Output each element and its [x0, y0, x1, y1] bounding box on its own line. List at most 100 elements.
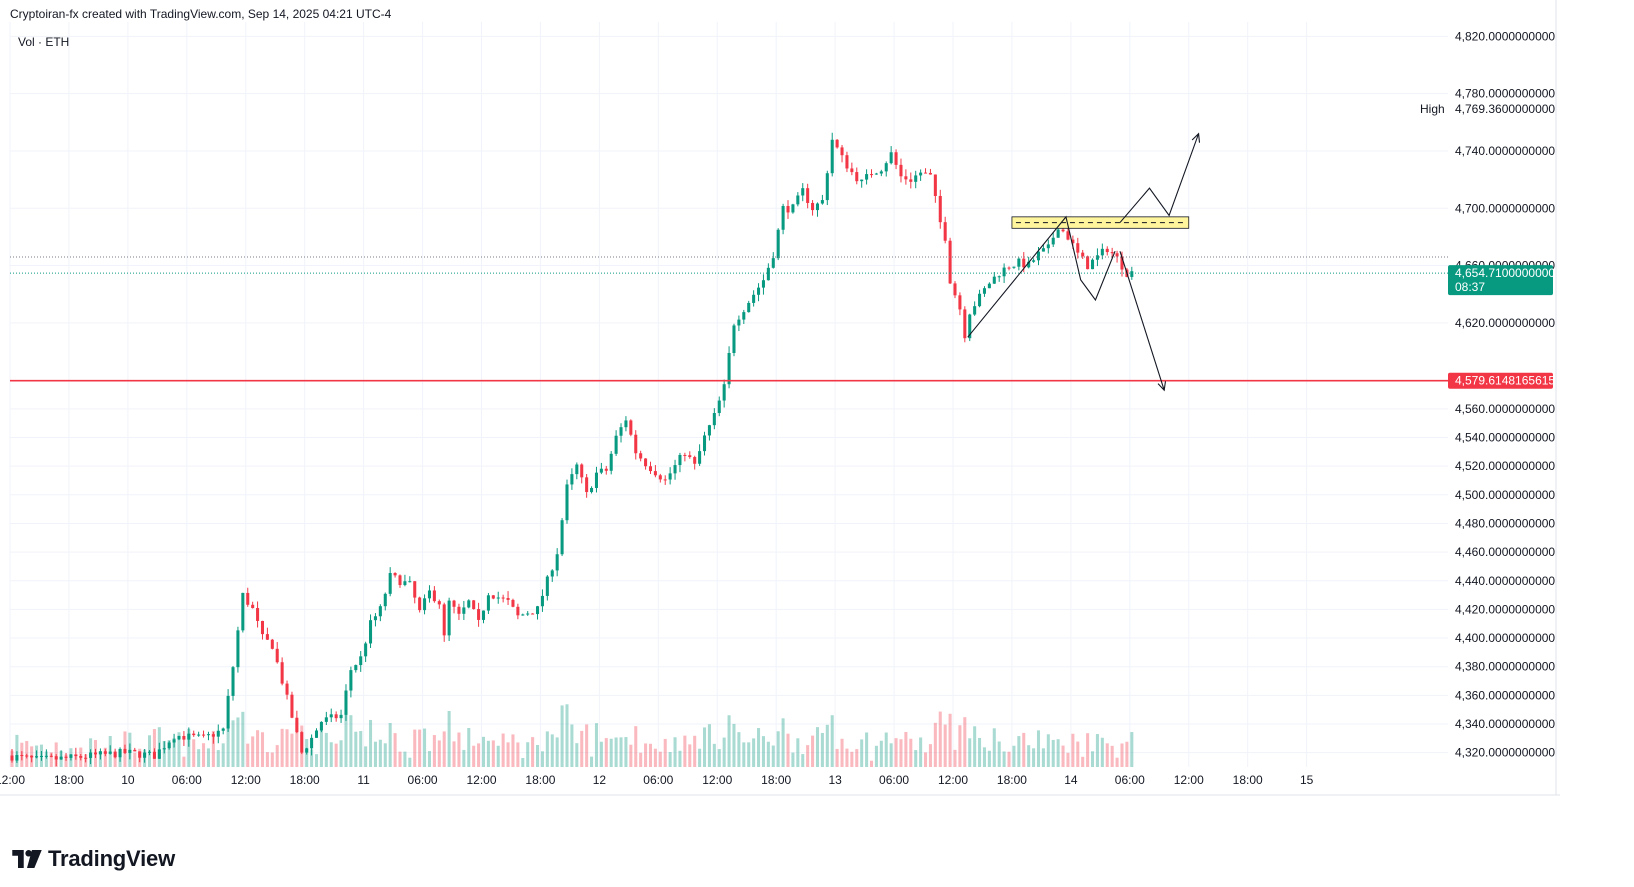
volume-bar — [796, 738, 800, 767]
volume-bar — [648, 743, 653, 767]
volume-bar — [290, 733, 294, 767]
candle-body — [211, 734, 215, 737]
bullish-projection-path[interactable] — [1119, 133, 1200, 223]
pattern-drawing[interactable] — [967, 215, 1116, 338]
candle-body — [187, 733, 191, 740]
volume-bar — [639, 752, 643, 767]
candle-body — [860, 179, 864, 182]
candle-body — [251, 604, 255, 609]
volume-bar — [526, 742, 530, 767]
candle-body — [531, 613, 535, 615]
volume-bar — [49, 752, 53, 767]
candle-body — [987, 283, 991, 289]
candle-body — [344, 690, 348, 715]
candle-body — [329, 714, 333, 718]
candle-body — [673, 465, 677, 474]
candle-body — [717, 400, 721, 414]
bearish-arrowhead[interactable] — [1157, 381, 1167, 392]
candle-body — [609, 453, 613, 471]
volume-bar — [619, 737, 623, 767]
tradingview-brand[interactable]: TradingView — [12, 846, 175, 872]
time-tick-label: 06:00 — [643, 773, 673, 787]
time-tick-label: 12:00 — [466, 773, 496, 787]
volume-bar — [231, 720, 235, 767]
volume-bar — [314, 754, 319, 767]
candle-body — [74, 754, 78, 757]
volume-bar — [982, 747, 986, 767]
volume-bar — [15, 734, 19, 767]
candle-body — [594, 472, 598, 488]
candle-body — [761, 280, 765, 288]
candle-body — [192, 733, 196, 736]
volume-bar — [531, 737, 535, 767]
candle-body — [373, 616, 377, 621]
price-tick-label: 4,520.0000000000 — [1455, 459, 1555, 473]
current-price-tag — [1448, 265, 1553, 296]
volume-bar — [349, 715, 353, 767]
current-price-value: 4,654.7100000000 — [1455, 266, 1555, 280]
bar-countdown: 08:37 — [1455, 280, 1485, 294]
volume-bar — [978, 737, 982, 767]
time-axis[interactable]: 12:00 18:00 10 06:00 12:00 18:00 11 06:00 12:00 1… — [0, 773, 1560, 796]
volume-bar — [398, 751, 402, 767]
volume-bar — [265, 752, 269, 767]
candle-body — [432, 590, 436, 602]
candle-body — [1076, 243, 1080, 253]
candle-body — [928, 172, 932, 175]
volume-bar — [899, 739, 903, 767]
bullish-arrowhead[interactable] — [1191, 132, 1201, 143]
volume-bar — [216, 750, 220, 767]
candle-body — [968, 314, 972, 339]
price-tick-label: 4,460.0000000000 — [1455, 545, 1555, 559]
volume-bar — [1002, 751, 1006, 767]
volume-bar — [1066, 752, 1070, 767]
volume-bar — [334, 743, 338, 767]
candle-body — [648, 466, 653, 472]
candle-body — [830, 139, 834, 174]
price-tick-label: 4,820.0000000000 — [1455, 29, 1555, 43]
candle-body — [771, 258, 775, 268]
volume-bar — [413, 729, 417, 767]
candle-body — [663, 479, 667, 481]
time-tick-label: 18:00 — [54, 773, 84, 787]
volume-bar — [182, 756, 186, 767]
volume-bar — [241, 711, 245, 767]
candle-body — [639, 453, 643, 459]
candle-body — [698, 451, 702, 464]
bearish-projection-path[interactable] — [1119, 251, 1165, 391]
volume-bar — [1022, 732, 1026, 767]
volume-bar — [830, 715, 834, 767]
tradingview-wordmark: TradingView — [48, 846, 175, 871]
volume-bar — [256, 730, 260, 767]
candle-body — [177, 735, 181, 740]
volume-bar — [113, 753, 117, 767]
volume-bar — [344, 711, 348, 767]
candle-body — [590, 487, 594, 493]
volume-bar — [550, 734, 554, 767]
volume-bar — [722, 737, 726, 767]
time-tick-label: 06:00 — [408, 773, 438, 787]
candle-body — [378, 606, 382, 617]
candle-body — [275, 648, 279, 663]
candle-body — [167, 742, 171, 749]
volume-bar — [1110, 745, 1114, 767]
candle-body — [25, 755, 29, 757]
price-axis[interactable]: 4,820.0000000000 4,780.0000000000 4,740.00… — [1420, 0, 1557, 795]
candle-body — [850, 168, 854, 173]
volume-bar — [855, 749, 859, 767]
candle-body — [683, 454, 687, 456]
candle-body — [634, 434, 638, 454]
volume-bar — [879, 740, 883, 767]
volume-bar — [418, 729, 422, 767]
volume-indicator-label[interactable]: Vol · ETH — [18, 35, 70, 49]
candle-body — [865, 174, 869, 180]
drawing-annotations[interactable] — [10, 132, 1448, 392]
volume-bar — [747, 742, 751, 767]
volume-bar — [187, 728, 191, 767]
candle-body — [722, 384, 726, 401]
time-tick-label: 06:00 — [172, 773, 202, 787]
volume-bar — [423, 728, 427, 767]
candle-body — [629, 420, 633, 435]
volume-bar — [260, 732, 265, 767]
